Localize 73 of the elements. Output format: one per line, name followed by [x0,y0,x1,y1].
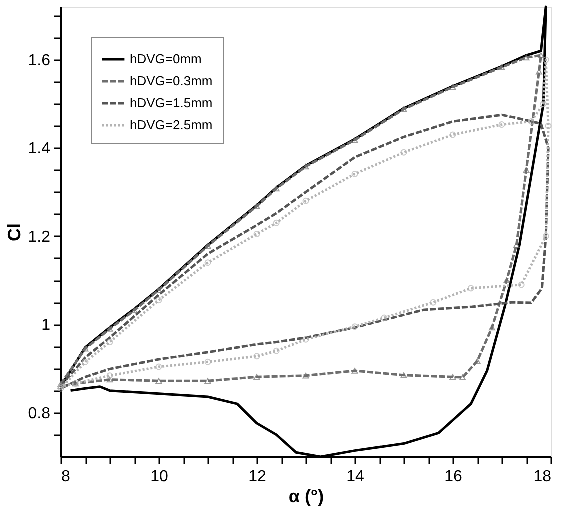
point [523,54,530,61]
point [204,358,212,366]
point [106,326,114,332]
point [352,324,358,330]
point [540,100,547,108]
x-tick-label: 14 [346,468,364,486]
point [254,374,260,380]
x-tick-label: 18 [534,468,552,486]
point [538,52,544,58]
point [450,132,456,138]
point [352,137,358,144]
point [450,374,456,380]
point [254,353,260,360]
point [542,233,550,240]
y-axis-title: Cl [4,224,24,242]
point [460,374,466,380]
legend-label: hDVG=1.5mm [130,96,213,110]
point [204,378,212,384]
x-tick-label: 12 [248,468,266,486]
point [518,282,525,288]
x-tick-label: 8 [62,468,70,486]
y-tick-label: 1.4 [28,140,51,158]
y-tick-label: 1.6 [28,52,51,70]
y-tick-label: 1.2 [28,228,51,246]
legend-label: hDVG=2.5mm [130,118,213,132]
point [302,372,310,379]
point [273,186,280,192]
point [156,364,162,370]
point [106,372,114,380]
point [513,242,520,248]
point [273,220,280,226]
point [352,170,358,178]
point [106,376,114,383]
point [450,84,456,90]
point [504,278,510,284]
point [302,164,310,170]
point [474,358,481,364]
point [106,339,114,346]
point [488,324,496,331]
point [58,381,64,388]
point [254,230,260,238]
point [254,204,260,210]
point [82,358,89,366]
legend-label: hDVG=0mm [130,52,202,66]
point [468,285,474,292]
point [430,299,437,306]
point [542,56,550,64]
point [131,308,138,314]
point [545,122,552,130]
point [82,346,89,352]
point [352,368,358,374]
point [204,260,212,266]
x-tick-label: 16 [444,468,462,486]
x-tick-label: 10 [150,468,168,486]
point [400,106,408,112]
point [528,118,535,125]
point [156,287,162,294]
y-tick-label: 1 [42,317,51,334]
point [302,198,310,204]
point [400,372,408,378]
point [400,149,408,156]
point [498,64,506,70]
point [156,378,162,384]
point [204,243,212,249]
point [523,167,530,174]
point [381,314,388,322]
x-axis-title: α (°) [288,486,324,506]
point [498,122,506,128]
point [302,336,310,343]
point [273,348,280,354]
y-tick-label: 0.8 [28,405,51,422]
legend-label: hDVG=0.3mm [130,74,213,88]
point [156,297,162,304]
